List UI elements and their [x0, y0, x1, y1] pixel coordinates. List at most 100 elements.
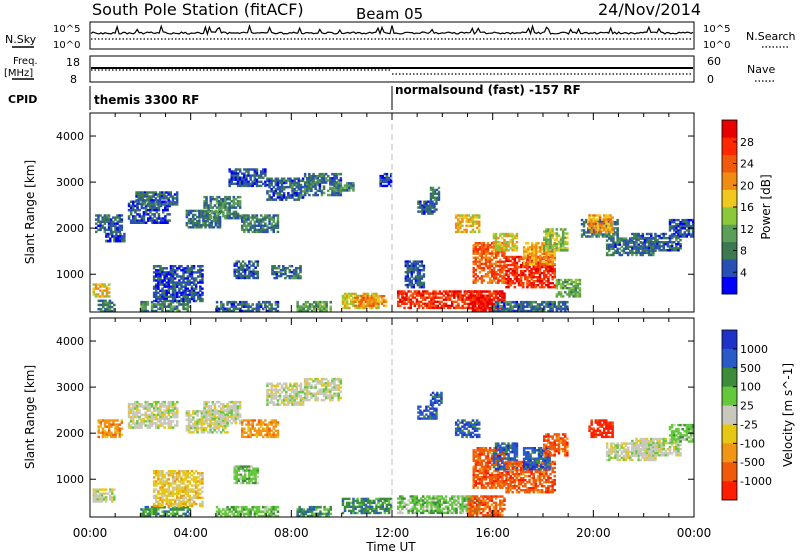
power-cell	[557, 307, 561, 311]
power-cell	[427, 206, 430, 209]
power-cell	[419, 296, 423, 299]
power-cell	[137, 193, 140, 196]
power-cell	[256, 272, 259, 276]
power-cell	[182, 293, 185, 297]
power-cell	[345, 186, 349, 190]
power-cell	[511, 232, 514, 236]
power-cell	[264, 168, 267, 171]
power-cell	[201, 287, 204, 290]
power-cell	[210, 222, 213, 225]
power-cell	[473, 220, 477, 223]
power-cell	[255, 303, 259, 306]
power-cell	[564, 228, 567, 231]
power-cell	[171, 273, 175, 276]
power-cell	[564, 232, 567, 235]
power-cell	[245, 303, 248, 306]
power-cell	[169, 305, 173, 308]
power-cell	[513, 257, 517, 261]
power-cell	[329, 305, 332, 308]
power-cell	[499, 294, 502, 297]
power-cell	[495, 275, 498, 278]
power-cell	[236, 174, 240, 177]
power-cell	[480, 292, 483, 295]
power-cell	[99, 299, 103, 303]
power-cell	[490, 281, 494, 284]
power-cell	[101, 291, 104, 294]
power-cell	[553, 242, 556, 246]
power-cell	[526, 278, 529, 281]
power-cell	[430, 304, 433, 308]
power-cell	[141, 193, 145, 196]
power-cell	[474, 281, 477, 284]
power-cell	[432, 302, 435, 305]
power-cell	[641, 253, 645, 257]
power-cell	[574, 291, 577, 294]
power-cell	[285, 196, 288, 199]
power-cell	[171, 197, 175, 200]
power-cell	[547, 230, 550, 233]
power-cell	[478, 220, 481, 223]
power-cell	[171, 291, 175, 294]
power-cell	[155, 309, 158, 313]
power-cell	[254, 272, 257, 276]
power-cell	[169, 293, 173, 297]
power-cell	[141, 197, 145, 200]
power-cell	[559, 293, 563, 296]
power-cell	[158, 203, 162, 206]
nsky-tick-bottom: 10^0	[53, 40, 80, 51]
power-cell	[476, 252, 479, 255]
power-cell	[182, 299, 185, 303]
power-cell	[379, 178, 382, 182]
power-cell	[561, 238, 565, 242]
power-cell	[136, 204, 139, 208]
power-cell	[241, 228, 244, 232]
power-cell	[474, 273, 477, 276]
power-cell	[545, 273, 548, 277]
power-cell	[370, 296, 373, 300]
power-cell	[224, 208, 227, 211]
power-cell	[368, 302, 371, 305]
power-cell	[180, 265, 183, 268]
power-cell	[534, 265, 538, 269]
power-cell	[551, 282, 554, 285]
power-cell	[257, 180, 261, 183]
power-cell	[432, 294, 435, 297]
power-cell	[522, 282, 525, 285]
power-cell	[473, 300, 477, 303]
power-cell	[545, 260, 548, 264]
power-cell	[482, 246, 486, 249]
power-cell	[370, 304, 373, 307]
power-cell	[203, 214, 206, 218]
power-cell	[343, 294, 347, 298]
power-cell	[484, 258, 488, 262]
power-cell	[492, 292, 496, 295]
power-cell	[139, 197, 143, 200]
power-cell	[530, 269, 533, 273]
beam-label: Beam 05	[356, 5, 423, 23]
power-cell	[312, 175, 315, 178]
power-cell	[235, 262, 238, 265]
power-cell	[578, 289, 582, 292]
power-cell	[480, 296, 483, 300]
power-cell	[480, 244, 484, 247]
power-cell	[322, 187, 326, 190]
power-cell	[157, 287, 160, 290]
cpid-label: CPID	[8, 93, 37, 106]
power-cell	[329, 307, 332, 311]
power-cell	[543, 260, 546, 264]
power-cell	[566, 293, 569, 296]
power-cell	[566, 305, 569, 308]
power-cell	[467, 224, 470, 227]
power-cell	[266, 198, 269, 201]
power-cell	[171, 269, 175, 272]
power-colorbar-tick-label: 8	[740, 245, 747, 258]
power-cell	[482, 300, 485, 304]
power-cell	[457, 230, 460, 234]
power-cell	[501, 242, 504, 245]
power-cell	[171, 299, 175, 303]
power-cell	[161, 191, 164, 194]
power-cell	[469, 300, 473, 303]
power-cell	[97, 303, 101, 307]
power-cell	[94, 295, 98, 298]
